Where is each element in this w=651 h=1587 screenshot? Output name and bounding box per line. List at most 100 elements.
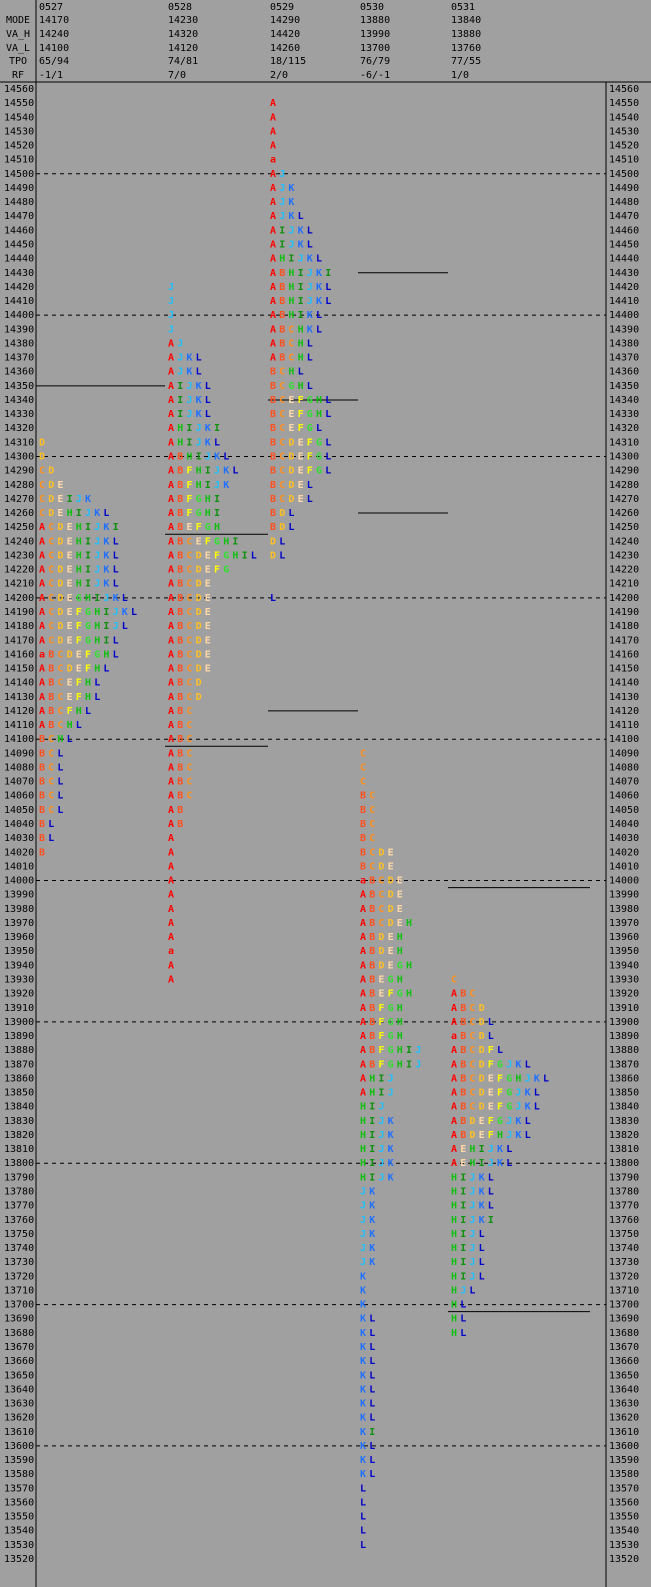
y-tick-label: 13890 bbox=[4, 1031, 34, 1042]
tpo-row: C bbox=[451, 974, 457, 985]
tpo-row: A bbox=[168, 904, 174, 915]
y-tick-label: 14160 bbox=[4, 649, 34, 660]
tpo-row: L bbox=[360, 1512, 366, 1523]
y-tick-label: 14510 bbox=[4, 155, 34, 166]
header-rf: 1/0 bbox=[451, 70, 469, 81]
y-tick-label: 14230 bbox=[4, 550, 34, 561]
y-tick-label: 13530 bbox=[4, 1540, 34, 1551]
header-va-h: 13990 bbox=[360, 29, 390, 40]
y-tick-label-right: 14300 bbox=[609, 452, 639, 463]
y-tick-label: 13740 bbox=[4, 1243, 34, 1254]
y-tick-label-right: 14050 bbox=[609, 805, 639, 816]
y-tick-label: 13760 bbox=[4, 1215, 34, 1226]
y-tick-label: 14520 bbox=[4, 141, 34, 152]
y-tick-label-right: 14040 bbox=[609, 819, 639, 830]
y-tick-label-right: 14270 bbox=[609, 494, 639, 505]
y-tick-label: 14010 bbox=[4, 861, 34, 872]
y-tick-label-right: 13990 bbox=[609, 890, 639, 901]
y-tick-label: 13520 bbox=[4, 1554, 34, 1565]
y-tick-label: 13640 bbox=[4, 1384, 34, 1395]
header-mode: 13880 bbox=[360, 15, 390, 26]
y-tick-label: 14300 bbox=[4, 452, 34, 463]
header-date: 0530 bbox=[360, 2, 384, 13]
y-tick-label: 13780 bbox=[4, 1187, 34, 1198]
y-tick-label: 13600 bbox=[4, 1441, 34, 1452]
y-tick-label: 14060 bbox=[4, 791, 34, 802]
y-tick-label-right: 14490 bbox=[609, 183, 639, 194]
y-tick-label-right: 14030 bbox=[609, 833, 639, 844]
y-tick-label-right: 14450 bbox=[609, 239, 639, 250]
y-tick-label: 13980 bbox=[4, 904, 34, 915]
tpo-row: J bbox=[168, 296, 174, 307]
y-tick-label: 14430 bbox=[4, 268, 34, 279]
y-tick-label-right: 14000 bbox=[609, 876, 639, 887]
y-tick-label-right: 13860 bbox=[609, 1073, 639, 1084]
y-tick-label-right: 13980 bbox=[609, 904, 639, 915]
y-tick-label: 14540 bbox=[4, 112, 34, 123]
y-tick-label: 13800 bbox=[4, 1158, 34, 1169]
y-tick-label-right: 14060 bbox=[609, 791, 639, 802]
y-tick-label-right: 13960 bbox=[609, 932, 639, 943]
y-tick-label: 14400 bbox=[4, 310, 34, 321]
header-tpo: 18/115 bbox=[270, 56, 306, 67]
y-tick-label: 14080 bbox=[4, 762, 34, 773]
y-tick-label: 13920 bbox=[4, 989, 34, 1000]
y-tick-label: 14550 bbox=[4, 98, 34, 109]
y-tick-label-right: 14070 bbox=[609, 777, 639, 788]
y-tick-label: 14220 bbox=[4, 565, 34, 576]
y-tick-label: 13690 bbox=[4, 1314, 34, 1325]
y-tick-label: 14290 bbox=[4, 466, 34, 477]
y-tick-label: 13630 bbox=[4, 1399, 34, 1410]
y-tick-label: 13770 bbox=[4, 1201, 34, 1212]
y-tick-label: 14310 bbox=[4, 437, 34, 448]
y-tick-label: 14530 bbox=[4, 126, 34, 137]
y-tick-label-right: 14010 bbox=[609, 861, 639, 872]
y-tick-label-right: 14130 bbox=[609, 692, 639, 703]
y-tick-label: 14350 bbox=[4, 381, 34, 392]
header-tpo: 76/79 bbox=[360, 56, 390, 67]
y-tick-label-right: 14500 bbox=[609, 169, 639, 180]
y-tick-label-right: 13550 bbox=[609, 1512, 639, 1523]
y-tick-label-right: 13650 bbox=[609, 1370, 639, 1381]
y-tick-label-right: 14420 bbox=[609, 282, 639, 293]
y-tick-label-right: 13740 bbox=[609, 1243, 639, 1254]
y-tick-label-right: 14320 bbox=[609, 423, 639, 434]
header-va-h: 14420 bbox=[270, 29, 300, 40]
y-tick-label-right: 14280 bbox=[609, 480, 639, 491]
tpo-row: A bbox=[270, 112, 276, 123]
y-tick-label: 13970 bbox=[4, 918, 34, 929]
header-tpo: 65/94 bbox=[39, 56, 69, 67]
y-tick-label: 14070 bbox=[4, 777, 34, 788]
y-tick-label: 14050 bbox=[4, 805, 34, 816]
y-tick-label: 14500 bbox=[4, 169, 34, 180]
y-tick-label: 14170 bbox=[4, 635, 34, 646]
